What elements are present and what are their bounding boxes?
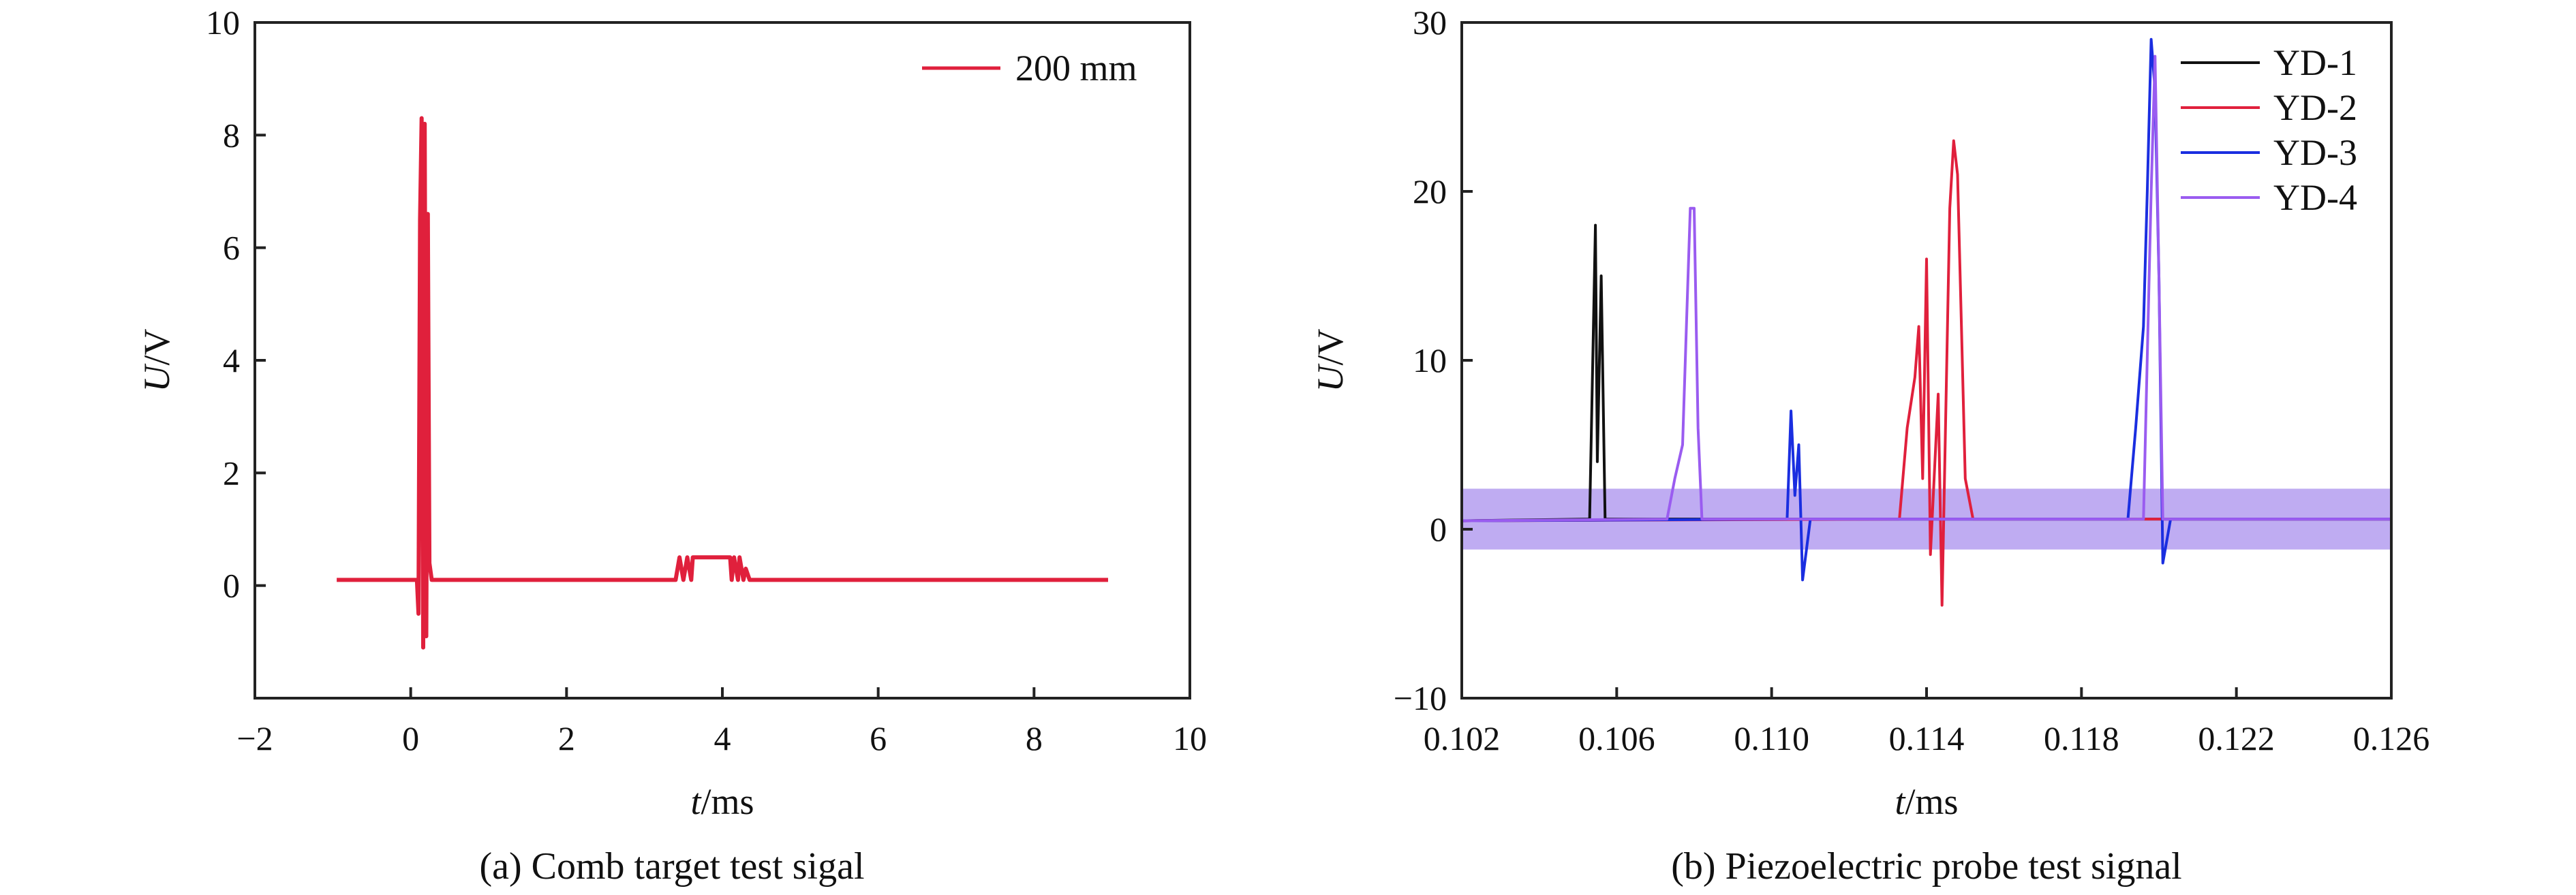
- legend-label-yd-4: YD-4: [2273, 177, 2357, 218]
- panel-a-x-tick-label: 2: [558, 719, 575, 757]
- legend-label-200mm: 200 mm: [1015, 48, 1137, 89]
- panel-b-x-axis-label: t/ms: [1895, 781, 1958, 822]
- panel-a-y-tick-label: 10: [206, 3, 240, 42]
- panel-b-x-tick-label: 0.106: [1578, 719, 1655, 757]
- panel-a-y-tick-label: 8: [223, 116, 240, 154]
- panel-b-series-line-yd-1: [1461, 223, 2391, 522]
- panel-a-x-tick-label: 0: [402, 719, 419, 757]
- panel-a-x-tick-label: 6: [870, 719, 887, 757]
- panel-a-x-tick-label: 4: [714, 719, 731, 757]
- panel-a-x-tick-label: −2: [236, 719, 273, 757]
- panel-a-caption: (a) Comb target test sigal: [479, 845, 864, 888]
- legend-label-yd-3: YD-3: [2273, 132, 2357, 173]
- panel-b-x-tick-label: 0.114: [1889, 719, 1965, 757]
- panel-a-x-axis-label: t/ms: [690, 781, 754, 822]
- panel-b-axes: 0.102 0.106 0.110 0.114 0.118 0.122 0.126 −10 0 1…: [1394, 3, 2429, 757]
- panel-a-axes: −2 0 2 4 6 8 10 0 2 4 6 8 10: [206, 3, 1207, 757]
- panel-b-x-tick-label: 0.102: [1424, 719, 1501, 757]
- panel-b-y-tick-label: 20: [1413, 172, 1447, 210]
- panel-b-x-tick-label: 0.110: [1734, 719, 1809, 757]
- panel-b-y-tick-label: −10: [1394, 679, 1447, 717]
- panel-b-x-tick-label: 0.122: [2198, 719, 2275, 757]
- panel-a-series-line-200-mm: [337, 116, 1108, 650]
- legend-label-yd-1: YD-1: [2273, 42, 2357, 83]
- panel-a-comb-target-chart: −2 0 2 4 6 8 10 0 2 4 6 8 10 200 mm t/ms U/V (a) Com…: [136, 3, 1207, 888]
- panel-a-marks: [337, 116, 1108, 650]
- panel-b-series-line-yd-2: [1461, 139, 2391, 607]
- panel-a-legend: 200 mm: [922, 48, 1137, 89]
- panel-b-marks: [1461, 37, 2391, 607]
- panel-a-y-tick-label: 2: [223, 454, 240, 492]
- panel-a-y-tick-label: 4: [223, 341, 240, 379]
- panel-b-y-tick-label: 10: [1413, 341, 1447, 379]
- panel-b-x-tick-label: 0.118: [2044, 719, 2119, 757]
- panel-b-caption: (b) Piezoelectric probe test signal: [1671, 845, 2182, 888]
- panel-b-y-axis-label: U/V: [1310, 328, 1351, 392]
- panel-a-y-axis-label: U/V: [136, 328, 177, 392]
- panel-a-plot-frame: [254, 21, 1191, 700]
- panel-b-piezo-probe-chart: 0.102 0.106 0.110 0.114 0.118 0.122 0.126 −10 0 1…: [1310, 3, 2429, 888]
- panel-b-x-tick-label: 0.126: [2353, 719, 2430, 757]
- panel-b-y-tick-label: 30: [1413, 3, 1447, 42]
- panel-a-x-tick-label: 10: [1173, 719, 1207, 757]
- panel-b-series-line-yd-4: [1461, 54, 2391, 522]
- panel-a-y-tick-label: 0: [223, 567, 240, 605]
- panel-a-y-tick-label: 6: [223, 229, 240, 267]
- panel-b-legend: YD-1YD-2YD-3YD-4: [2181, 42, 2357, 218]
- panel-b-y-tick-label: 0: [1430, 510, 1447, 548]
- legend-label-yd-2: YD-2: [2273, 87, 2357, 128]
- panel-a-x-tick-label: 8: [1026, 719, 1043, 757]
